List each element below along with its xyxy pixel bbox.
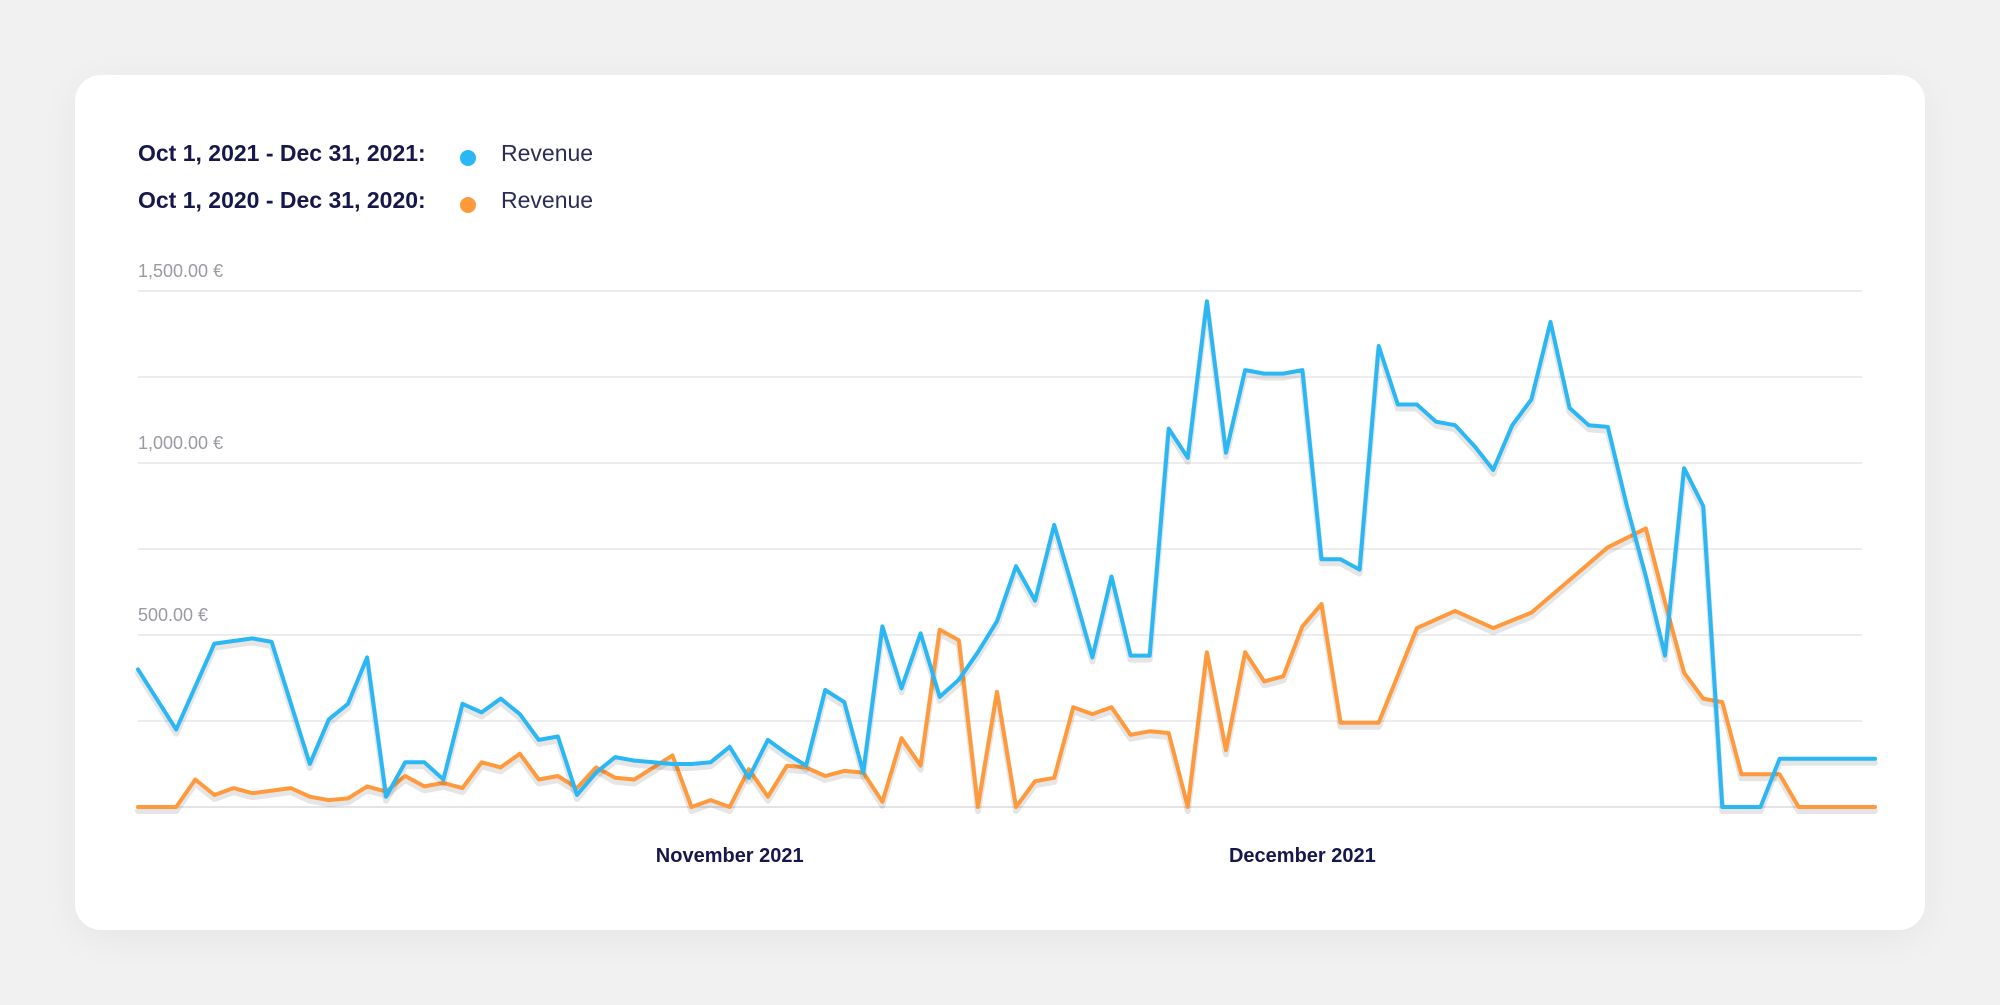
- series-line-2021: [136, 299, 1877, 809]
- y-tick-label: 1,000.00 €: [138, 433, 223, 453]
- legend-dot-2021: [460, 150, 476, 166]
- y-tick-label: 1,500.00 €: [138, 261, 223, 281]
- y-tick-label: 500.00 €: [138, 605, 208, 625]
- legend-dot-2020: [460, 197, 476, 213]
- x-tick-label: December 2021: [1229, 845, 1376, 867]
- series-line-shadow: [135, 529, 1878, 814]
- x-tick-label: November 2021: [656, 845, 804, 867]
- legend-label-2020: Revenue: [501, 187, 594, 213]
- legend-label-2021: Revenue: [501, 140, 594, 166]
- series-line-2020: [136, 526, 1877, 809]
- legend-period-2020: Oct 1, 2020 - Dec 31, 2020:: [138, 187, 426, 213]
- legend-period-2021: Oct 1, 2021 - Dec 31, 2021:: [138, 140, 426, 166]
